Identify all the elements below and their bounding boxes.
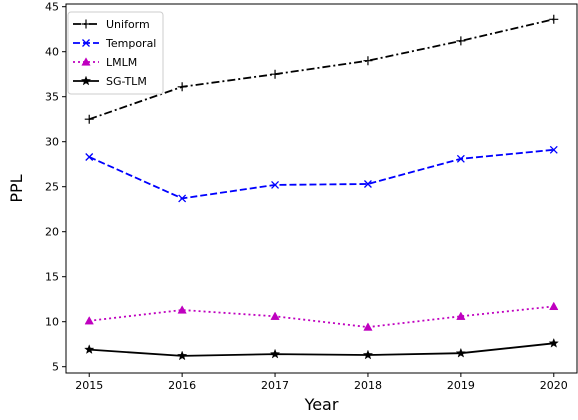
data-point-temporal bbox=[178, 194, 187, 203]
series-sg-tlm bbox=[84, 337, 559, 361]
data-point-temporal bbox=[549, 145, 558, 154]
legend-label-temporal: Temporal bbox=[105, 37, 156, 50]
y-tick-label: 25 bbox=[45, 181, 59, 194]
y-tick-label: 35 bbox=[45, 91, 59, 104]
series-line-sg-tlm bbox=[89, 342, 554, 357]
data-point-lmlm bbox=[549, 301, 559, 311]
legend-label-lmlm: LMLM bbox=[106, 56, 137, 69]
series-line-lmlm bbox=[89, 305, 554, 329]
y-tick-label: 45 bbox=[45, 1, 59, 14]
data-point-lmlm bbox=[363, 322, 373, 331]
data-point-sg-tlm bbox=[84, 344, 95, 354]
y-tick-label: 30 bbox=[45, 136, 59, 149]
data-point-sg-tlm bbox=[548, 337, 559, 348]
data-point-sg-tlm bbox=[269, 348, 281, 359]
legend-label-sg-tlm: SG-TLM bbox=[106, 75, 147, 88]
legend-label-uniform: Uniform bbox=[106, 18, 150, 31]
data-point-lmlm bbox=[84, 316, 94, 325]
data-point-lmlm bbox=[456, 311, 466, 320]
plot-area bbox=[65, 3, 578, 374]
series-uniform bbox=[84, 14, 559, 124]
legend-marker-uniform bbox=[81, 19, 91, 29]
y-tick-label: 15 bbox=[45, 271, 59, 284]
legend: Uniform Temporal LMLM SG-TLM bbox=[67, 11, 164, 95]
series-temporal bbox=[85, 145, 558, 203]
data-point-temporal bbox=[271, 180, 280, 189]
data-point-uniform bbox=[363, 56, 373, 66]
series-layer bbox=[84, 14, 559, 361]
legend-marker-lmlm bbox=[81, 57, 91, 66]
data-point-lmlm bbox=[177, 305, 187, 314]
series-line-uniform bbox=[88, 18, 554, 121]
series-lmlm bbox=[84, 301, 559, 331]
data-point-uniform bbox=[270, 69, 280, 79]
plot-frame bbox=[65, 3, 578, 374]
y-axis-title: PPL bbox=[7, 174, 26, 202]
legend-box bbox=[67, 11, 164, 95]
x-tick-label: 2020 bbox=[540, 379, 568, 392]
y-tick-label: 40 bbox=[45, 46, 59, 59]
data-point-sg-tlm bbox=[362, 349, 374, 360]
data-point-sg-tlm bbox=[455, 347, 466, 358]
y-tick-label: 5 bbox=[52, 361, 59, 374]
data-point-temporal bbox=[456, 154, 465, 163]
data-point-uniform bbox=[177, 82, 187, 92]
x-tick-label: 2016 bbox=[168, 379, 196, 392]
y-tick-label: 10 bbox=[45, 316, 59, 329]
x-tick-label: 2018 bbox=[354, 379, 382, 392]
legend-marker-sg-tlm bbox=[80, 75, 92, 86]
x-tick-label: 2019 bbox=[447, 379, 475, 392]
data-point-uniform bbox=[549, 14, 559, 24]
series-line-temporal bbox=[88, 148, 554, 200]
x-tick-label: 2015 bbox=[75, 379, 103, 392]
data-point-temporal bbox=[85, 153, 94, 161]
y-tick-label: 20 bbox=[45, 226, 59, 239]
y-axis-ticks: 5 10 15 20 25 30 35 40 45 bbox=[45, 1, 66, 374]
data-point-uniform bbox=[84, 114, 94, 124]
data-point-uniform bbox=[456, 36, 466, 46]
data-point-lmlm bbox=[270, 311, 280, 320]
data-point-sg-tlm bbox=[177, 350, 188, 361]
x-axis-title: Year bbox=[304, 395, 339, 414]
x-tick-label: 2017 bbox=[261, 379, 289, 392]
legend-marker-temporal bbox=[82, 39, 90, 47]
x-axis-ticks: 2015 2016 2017 2018 2019 2020 bbox=[75, 373, 568, 392]
data-point-temporal bbox=[363, 180, 372, 188]
